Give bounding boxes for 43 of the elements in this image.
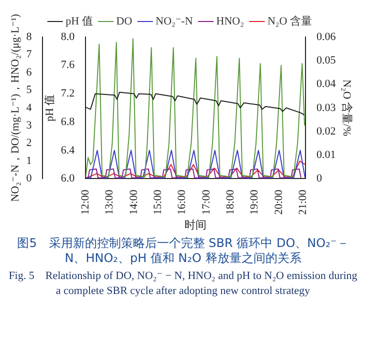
y-tick-label: 7 (26, 48, 32, 61)
y-tick-label: 0 (26, 172, 32, 185)
y3-tick-label: 0.03 (316, 102, 336, 114)
legend-label: pH 值 (66, 15, 93, 28)
y-tick-label: 6 (26, 66, 32, 78)
y-tick-label: 8 (26, 30, 32, 43)
x-tick-label: 13:00 (104, 189, 116, 215)
caption: Fig. 5 Relationship of DO, NO₂⁻ − N, HNO₂ and pH to N₂O emission during a complete SBR cycle after adopting new control strategy (8, 269, 358, 299)
x-tick-label: 16:00 (176, 189, 188, 215)
x-tick-label: 12:00 (80, 189, 92, 215)
x-tick-label: 18:00 (224, 189, 237, 215)
y-tick-label: 4 (26, 102, 32, 114)
y2-tick-label: 7.6 (60, 59, 76, 72)
y-tick-label: 2 (26, 137, 32, 150)
y2-tick-label: 7.2 (60, 88, 75, 100)
y3-tick-label: 0.05 (316, 54, 336, 67)
y3-tick-label: 0.01 (316, 149, 336, 162)
y3-tick-label: 0.02 (316, 125, 336, 138)
y2-tick-label: 6.0 (60, 172, 76, 185)
legend-label: HNO₂ (216, 15, 244, 28)
x-tick-label: 14:00 (128, 189, 140, 215)
legend-label: NO₂⁻-N (156, 15, 193, 28)
x-tick-label: 21:00 (297, 189, 310, 215)
y-tick-label: 5 (26, 84, 32, 96)
y-tick-label: 1 (26, 154, 32, 167)
y-axis-title: NO₂⁻-N，DO/(mg·L⁻¹)，HNO₂/(μg·L⁻¹) (9, 14, 22, 202)
y3-tick-label: 0 (316, 172, 323, 185)
legend-label: DO (116, 15, 132, 28)
y-tick-label: 3 (26, 119, 32, 132)
y3-tick-label: 0.06 (316, 30, 336, 43)
y3-tick-label: 0.04 (316, 78, 336, 90)
x-tick-label: 15:00 (152, 189, 164, 215)
legend-label: N₂O 含量 (267, 14, 312, 28)
caption: 图5 采用新的控制策略后一个完整 SBR 循环中 DO、NO₂⁻－N、HNO₂、pH 值和 N₂O 释放量之间的关系 (16, 236, 350, 266)
x-axis-title: 时间 (184, 218, 207, 232)
x-tick-label: 20:00 (272, 189, 285, 215)
y2-tick-label: 6.4 (60, 144, 76, 156)
y3-axis-title: N₂O 含量/% (340, 80, 354, 136)
x-tick-label: 19:00 (248, 189, 261, 215)
y2-tick-label: 6.8 (60, 116, 76, 128)
y2-axis-title: pH 值 (44, 94, 56, 122)
y2-tick-label: 8.0 (60, 30, 76, 43)
x-tick-label: 17:00 (200, 189, 212, 215)
